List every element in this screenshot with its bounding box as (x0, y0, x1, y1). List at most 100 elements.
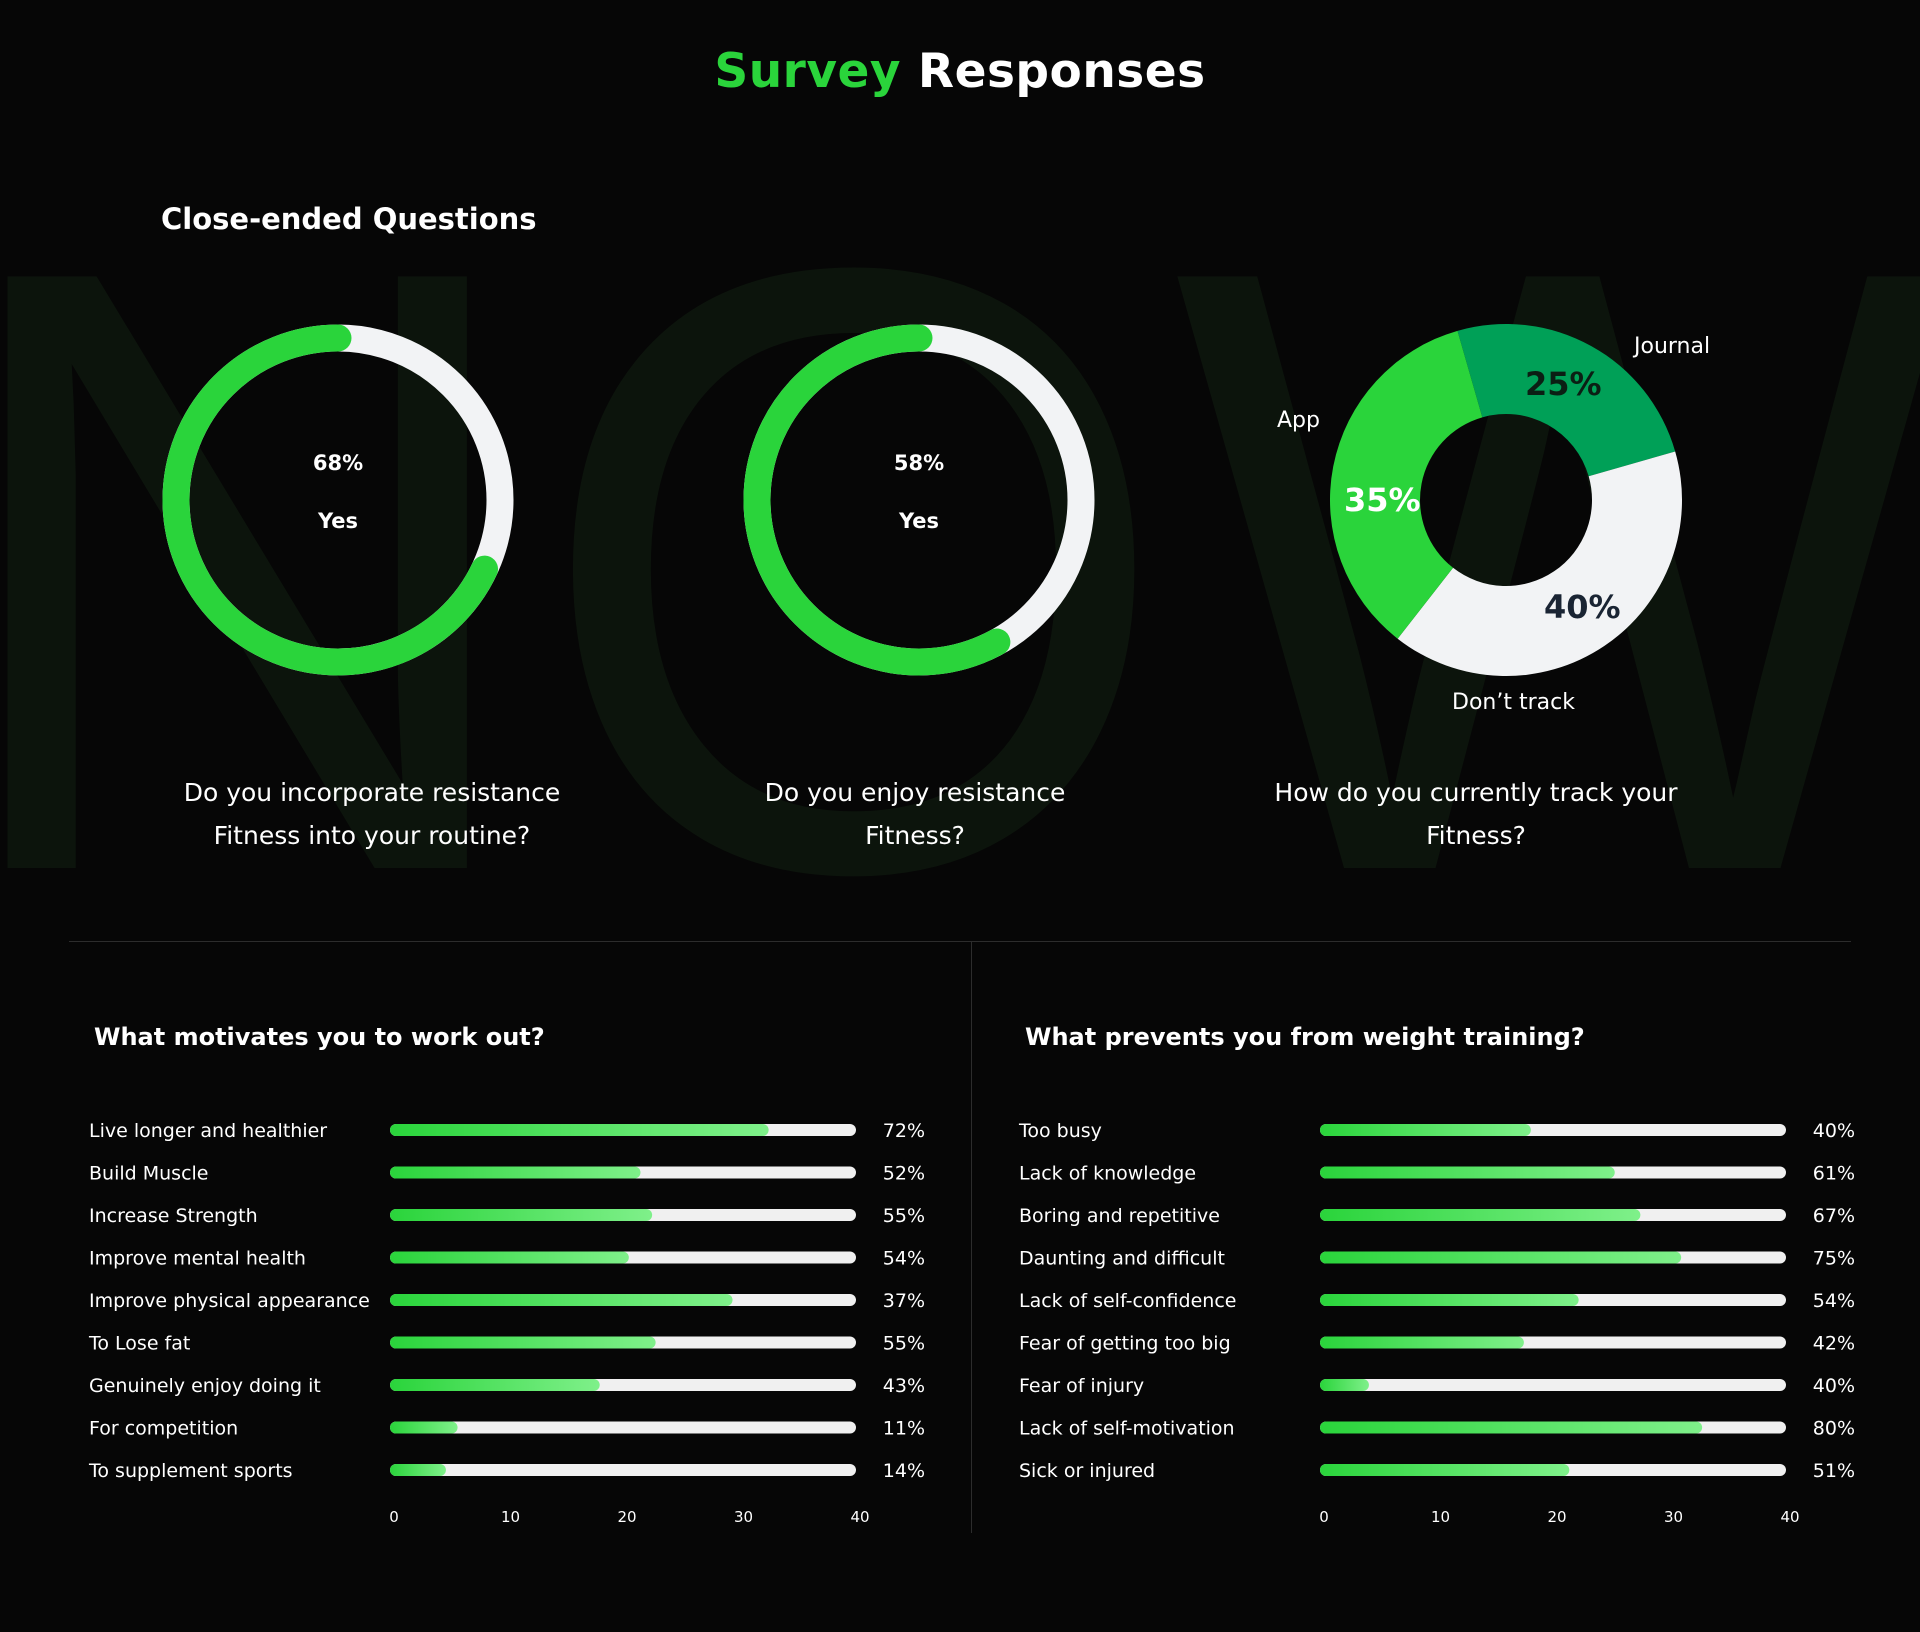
bar (1320, 1124, 1531, 1136)
bar-value-label: 55% (883, 1205, 925, 1227)
question-line: Fitness? (865, 821, 965, 850)
question-enjoy-resistance: Do you enjoy resistance Fitness? (665, 771, 1165, 857)
ring-fill-yes (743, 324, 1095, 676)
bar-track (1320, 1379, 1786, 1391)
bar-category-label: For competition (89, 1418, 238, 1440)
bar (390, 1379, 600, 1391)
bar-category-label: Improve mental health (89, 1248, 306, 1270)
bar-chart-motivation: Live longer and healthier 72% Build Muscle… (88, 1120, 925, 1526)
section-divider-horizontal (69, 941, 1851, 942)
bar-value-label: 52% (883, 1163, 925, 1185)
pie-slice-journal (1457, 324, 1676, 477)
bar-category-label: Improve physical appearance (89, 1290, 370, 1312)
bar-value-label: 75% (1813, 1248, 1855, 1270)
bar-category-label: Live longer and healthier (89, 1120, 327, 1142)
bar (390, 1124, 769, 1136)
bar (390, 1209, 653, 1221)
bar-category-label: Build Muscle (89, 1163, 208, 1185)
bar-value-label: 67% (1813, 1205, 1855, 1227)
pie-value-app: 35% (1344, 481, 1421, 519)
pie-slice-dont-track (1397, 451, 1682, 676)
ring-center-label: Yes (317, 509, 359, 533)
chart-title-barriers: What prevents you from weight training? (1025, 1023, 1585, 1051)
bar-category-label: To Lose fat (88, 1333, 190, 1355)
bar-value-label: 72% (883, 1120, 925, 1142)
ring-center-value: 58% (893, 451, 945, 475)
pie-slice-app (1330, 330, 1483, 639)
bar-value-label: 42% (1813, 1333, 1855, 1355)
question-line: Fitness into your routine? (213, 821, 531, 850)
bar (390, 1421, 458, 1434)
bar (1320, 1464, 1570, 1476)
question-line: Do you enjoy resistance (764, 778, 1066, 807)
bar-category-label: Lack of knowledge (1019, 1163, 1196, 1185)
bar (390, 1251, 629, 1264)
bar-track (390, 1464, 856, 1476)
x-tick-label: 40 (850, 1508, 869, 1526)
bar-value-label: 40% (1813, 1120, 1855, 1142)
question-resistance-routine: Do you incorporate resistance Fitness in… (122, 771, 622, 857)
bar-value-label: 54% (1813, 1290, 1855, 1312)
bar-value-label: 14% (883, 1460, 925, 1482)
bar (390, 1336, 656, 1349)
bar (390, 1464, 446, 1476)
x-tick-label: 0 (1319, 1508, 1329, 1526)
pie-value-journal: 25% (1525, 365, 1602, 403)
x-tick-label: 40 (1780, 1508, 1799, 1526)
bar-category-label: Daunting and difficult (1019, 1248, 1225, 1270)
section-divider-vertical (971, 941, 972, 1533)
ring-center-label: Yes (898, 509, 940, 533)
bar (390, 1294, 733, 1306)
question-tracking: How do you currently track your Fitness? (1226, 771, 1726, 857)
bar (390, 1166, 641, 1179)
x-tick-label: 20 (617, 1508, 636, 1526)
chart-title-motivation: What motivates you to work out? (94, 1023, 545, 1051)
bar (1320, 1251, 1682, 1264)
bar-category-label: Lack of self-motivation (1019, 1418, 1235, 1440)
pie-value-dont-track: 40% (1544, 588, 1621, 626)
bar-value-label: 40% (1813, 1375, 1855, 1397)
bar (1320, 1421, 1703, 1434)
x-tick-label: 20 (1547, 1508, 1566, 1526)
x-tick-label: 30 (734, 1508, 753, 1526)
bar-category-label: Lack of self-confidence (1019, 1290, 1236, 1312)
bar-category-label: Increase Strength (89, 1205, 258, 1227)
question-line: Do you incorporate resistance (183, 778, 561, 807)
x-tick-label: 30 (1664, 1508, 1683, 1526)
donut-chart-tracking (1330, 324, 1682, 676)
question-line: How do you currently track your (1274, 778, 1678, 807)
question-line: Fitness? (1426, 821, 1526, 850)
bar-value-label: 54% (883, 1248, 925, 1270)
ring-chart-resistance-routine (162, 324, 514, 676)
pie-label-journal: Journal (1634, 334, 1711, 359)
bar-value-label: 80% (1813, 1418, 1855, 1440)
bar-value-label: 11% (883, 1418, 925, 1440)
page-title-accent: Survey (714, 44, 901, 99)
x-tick-label: 10 (1431, 1508, 1450, 1526)
bar (1320, 1294, 1579, 1306)
bar-value-label: 43% (883, 1375, 925, 1397)
bar-track (390, 1421, 856, 1434)
page-title: Survey Responses (0, 44, 1920, 99)
bar (1320, 1336, 1524, 1349)
pie-label-dont-track: Don’t track (1452, 690, 1575, 715)
ring-center-value: 68% (312, 451, 364, 475)
bar-value-label: 61% (1813, 1163, 1855, 1185)
bar-value-label: 51% (1813, 1460, 1855, 1482)
bar-chart-barriers: Too busy 40% Lack of knowledge 61% Boring an… (1018, 1120, 1855, 1526)
bar-category-label: Genuinely enjoy doing it (89, 1375, 321, 1397)
bar-category-label: To supplement sports (88, 1460, 293, 1482)
ring-chart-enjoy-resistance (743, 324, 1095, 676)
bar-value-label: 55% (883, 1333, 925, 1355)
ring-fill-yes (162, 324, 514, 676)
bar-category-label: Fear of getting too big (1019, 1333, 1231, 1355)
bar-category-label: Sick or injured (1019, 1460, 1155, 1482)
bar-category-label: Fear of injury (1019, 1375, 1144, 1397)
bar-category-label: Too busy (1018, 1120, 1102, 1142)
bar (1320, 1166, 1615, 1179)
bar-value-label: 37% (883, 1290, 925, 1312)
x-tick-label: 0 (389, 1508, 399, 1526)
bar-category-label: Boring and repetitive (1019, 1205, 1220, 1227)
section-title: Close-ended Questions (161, 202, 537, 236)
page-title-rest: Responses (917, 44, 1206, 99)
